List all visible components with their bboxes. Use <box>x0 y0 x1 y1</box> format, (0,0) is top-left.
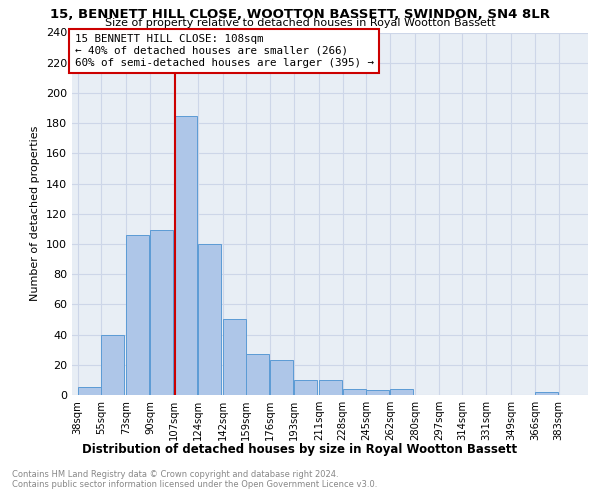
Bar <box>270 360 293 395</box>
Bar <box>127 235 149 395</box>
Bar <box>319 380 342 395</box>
Text: 15 BENNETT HILL CLOSE: 108sqm
← 40% of detached houses are smaller (266)
60% of : 15 BENNETT HILL CLOSE: 108sqm ← 40% of d… <box>74 34 374 68</box>
Bar <box>366 390 389 395</box>
Text: Contains HM Land Registry data © Crown copyright and database right 2024.: Contains HM Land Registry data © Crown c… <box>12 470 338 479</box>
Bar <box>197 244 221 395</box>
Text: Size of property relative to detached houses in Royal Wootton Bassett: Size of property relative to detached ho… <box>104 18 496 28</box>
Text: Contains public sector information licensed under the Open Government Licence v3: Contains public sector information licen… <box>12 480 377 489</box>
Bar <box>77 388 101 395</box>
Bar <box>174 116 197 395</box>
Bar <box>535 392 558 395</box>
Bar <box>101 334 124 395</box>
Text: Distribution of detached houses by size in Royal Wootton Bassett: Distribution of detached houses by size … <box>82 442 518 456</box>
Bar <box>247 354 269 395</box>
Bar <box>294 380 317 395</box>
Bar <box>150 230 173 395</box>
Bar <box>390 389 413 395</box>
Bar <box>343 389 365 395</box>
Y-axis label: Number of detached properties: Number of detached properties <box>31 126 40 302</box>
Bar <box>223 320 245 395</box>
Text: 15, BENNETT HILL CLOSE, WOOTTON BASSETT, SWINDON, SN4 8LR: 15, BENNETT HILL CLOSE, WOOTTON BASSETT,… <box>50 8 550 20</box>
